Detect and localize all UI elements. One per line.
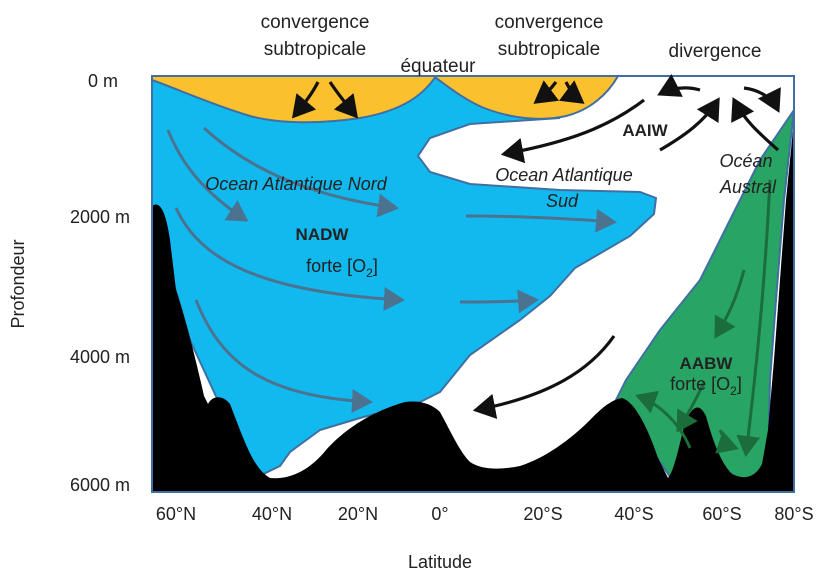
arrow-aabw-3 — [676, 381, 706, 433]
arrow-aabw-4 — [635, 390, 692, 449]
arrow-convergence-right-b — [558, 80, 585, 104]
arrow-divergence-right — [743, 86, 781, 113]
label-convergence-left-2: subtropicale — [264, 39, 366, 60]
arrow-nadw-4 — [194, 299, 373, 413]
y-tick-4000m: 4000 m — [70, 347, 130, 367]
arrow-aabw-2 — [736, 179, 772, 457]
arrow-nadw-2 — [202, 126, 399, 218]
section-frame — [151, 75, 795, 493]
x-tick-80s: 80°S — [774, 504, 813, 524]
x-tick-40s: 40°S — [614, 504, 653, 524]
label-north-atlantic: Ocean Atlantique Nord — [205, 174, 387, 194]
arrow-nadw-6 — [459, 289, 539, 314]
y-tick-2000m: 2000 m — [70, 207, 130, 227]
arrow-nadw-3 — [174, 207, 405, 311]
arrow-divergence-left — [657, 73, 701, 97]
arrow-upwelling-left — [659, 97, 720, 152]
arrow-convergence-left-b — [328, 81, 359, 119]
label-equator: équateur — [400, 56, 476, 77]
x-tick-20n: 20°N — [338, 504, 378, 524]
label-south-atlantic-2: Sud — [546, 191, 579, 211]
label-convergence-right-2: subtropicale — [498, 39, 600, 60]
arrow-aabw-5 — [715, 429, 739, 454]
label-southern-ocean-2: Austral — [719, 177, 777, 197]
label-convergence-left-1: convergence — [261, 12, 370, 33]
arrow-deep-north-flow — [472, 335, 616, 420]
label-divergence: divergence — [669, 41, 762, 62]
label-south-atlantic-1: Ocean Atlantique — [495, 165, 632, 185]
label-nadw-oxygen: forte [O2] — [306, 256, 378, 280]
arrow-aaiw-flow — [500, 98, 645, 164]
y-axis-title: Profondeur — [8, 239, 28, 328]
x-tick-40n: 40°N — [252, 504, 292, 524]
arrow-convergence-left-a — [291, 81, 320, 119]
y-tick-0m: 0 m — [88, 71, 118, 91]
label-aabw-oxygen: forte [O2] — [670, 374, 742, 398]
label-convergence-right-1: convergence — [495, 12, 604, 33]
x-tick-60s: 60°S — [702, 504, 741, 524]
x-tick-20s: 20°S — [523, 504, 562, 524]
x-tick-60n: 60°N — [156, 504, 196, 524]
seafloor — [152, 120, 794, 492]
arrow-nadw-5 — [465, 208, 617, 233]
x-axis-title: Latitude — [408, 552, 472, 572]
label-nadw: NADW — [296, 225, 350, 244]
arrow-aabw-1 — [714, 269, 746, 339]
y-tick-6000m: 6000 m — [70, 475, 130, 495]
arrow-nadw-1 — [166, 129, 249, 222]
x-tick-0: 0° — [431, 504, 448, 524]
arrow-convergence-right-a — [533, 80, 560, 104]
arrow-upwelling-right — [731, 97, 780, 152]
label-aabw: AABW — [680, 354, 734, 373]
label-southern-ocean-1: Océan — [719, 151, 772, 171]
label-aaiw: AAIW — [622, 121, 668, 140]
